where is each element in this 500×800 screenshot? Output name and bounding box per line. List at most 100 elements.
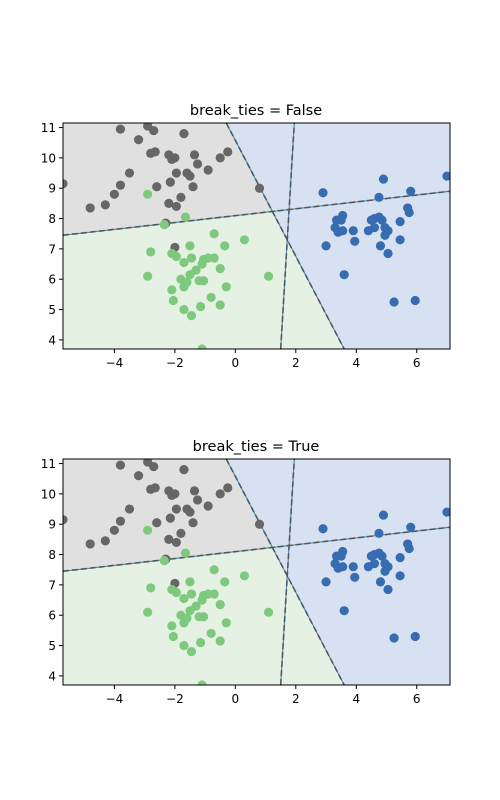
data-point (179, 129, 189, 139)
data-point (185, 577, 195, 587)
data-point (100, 200, 110, 210)
data-point (215, 264, 225, 274)
decision-line (225, 123, 345, 349)
data-point (375, 241, 386, 251)
data-point (339, 270, 349, 280)
data-point (185, 241, 195, 251)
data-point (336, 215, 346, 225)
data-point (406, 522, 416, 532)
data-point (192, 159, 203, 169)
data-point (220, 577, 230, 587)
data-point (182, 168, 192, 178)
data-point (115, 516, 126, 526)
chart-title-bottom: break_ties = True (193, 439, 320, 455)
data-point (206, 292, 216, 303)
data-point (152, 182, 162, 192)
data-point (143, 607, 153, 617)
x-tick-label: 0 (232, 692, 240, 706)
data-point (143, 525, 153, 535)
data-point (85, 203, 95, 213)
data-point (378, 174, 389, 184)
data-point (179, 304, 189, 315)
axes-frame (62, 122, 451, 350)
data-point (186, 589, 197, 599)
data-point (143, 189, 153, 199)
data-point (170, 153, 180, 163)
y-tick-label: 5 (48, 639, 56, 653)
data-point (182, 504, 192, 514)
data-point (336, 551, 346, 561)
data-point (115, 180, 126, 190)
axes-frame (62, 458, 451, 686)
decision-line (63, 526, 450, 573)
data-point (146, 247, 156, 257)
x-tick-label: −2 (166, 356, 184, 370)
data-point (333, 227, 343, 237)
data-point (321, 241, 331, 251)
data-point (375, 577, 386, 587)
data-point (374, 528, 384, 538)
data-point (263, 607, 274, 617)
data-point (197, 259, 207, 269)
x-tick-label: 4 (352, 356, 360, 370)
data-point (195, 637, 206, 648)
data-point (179, 257, 189, 268)
data-point (179, 465, 189, 475)
x-tick-label: 0 (232, 356, 240, 370)
plot-area (63, 459, 450, 685)
data-point (186, 647, 197, 657)
data-point (350, 572, 360, 582)
data-point (333, 563, 343, 573)
data-point (152, 518, 162, 528)
data-point (215, 489, 225, 499)
data-point (220, 241, 230, 251)
data-point (203, 501, 213, 511)
x-tick-label: −2 (166, 692, 184, 706)
chart-title-top: break_ties = False (190, 103, 322, 119)
y-tick-label: 8 (48, 212, 56, 226)
data-point (395, 571, 405, 581)
data-point (318, 188, 328, 198)
data-point (188, 182, 198, 192)
data-point (377, 215, 387, 225)
y-tick-label: 8 (48, 548, 56, 562)
data-point (339, 606, 349, 616)
data-point (159, 220, 169, 230)
data-point (189, 150, 200, 160)
data-point (209, 229, 219, 239)
data-point (188, 518, 198, 528)
data-point (377, 551, 387, 561)
data-point (143, 271, 153, 281)
data-point (115, 460, 126, 470)
data-point (133, 471, 144, 481)
data-point (363, 562, 373, 572)
data-point (215, 636, 225, 646)
data-point (85, 539, 95, 549)
data-point (366, 215, 376, 225)
data-point (186, 253, 197, 263)
data-point (221, 282, 231, 292)
data-point (185, 606, 195, 616)
x-tick-label: −4 (106, 356, 124, 370)
data-point (395, 552, 405, 563)
data-point (215, 600, 225, 610)
decision-line-overlay (280, 123, 295, 349)
decision-line (63, 190, 450, 237)
data-point (189, 486, 200, 496)
data-point (395, 235, 405, 245)
data-point (171, 537, 181, 548)
data-point (206, 628, 216, 639)
data-point (180, 212, 191, 222)
data-point (254, 519, 265, 529)
data-point (383, 248, 393, 259)
data-point (171, 201, 181, 212)
data-point (165, 177, 175, 187)
data-point (63, 515, 68, 525)
data-point (171, 587, 181, 598)
data-point (321, 577, 331, 587)
data-point (170, 489, 180, 499)
data-point (171, 168, 181, 178)
data-point (179, 618, 189, 628)
x-tick-label: 2 (292, 356, 300, 370)
